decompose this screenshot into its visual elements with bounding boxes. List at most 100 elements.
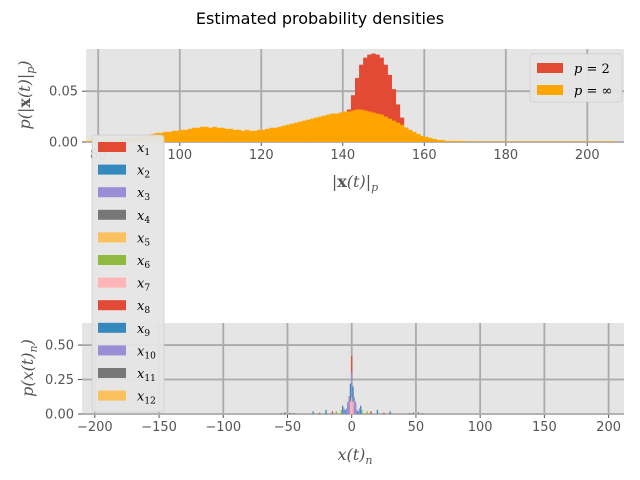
histogram-bar: [353, 397, 355, 414]
histogram-bar: [359, 109, 364, 142]
histogram-bar: [236, 129, 242, 142]
top-legend: p = 2 p = ∞: [529, 53, 623, 103]
legend-swatch: [98, 209, 126, 220]
histogram-bar: [306, 413, 308, 414]
histogram-bar: [436, 139, 441, 142]
x-tick-label: −200: [77, 420, 113, 435]
histogram-bar: [485, 141, 490, 142]
bottom-grid: [78, 323, 624, 418]
x-tick-label: 50: [408, 420, 425, 435]
histogram-bar: [428, 413, 430, 414]
histogram-bar: [175, 130, 181, 142]
histogram-bar: [249, 130, 254, 142]
variables-legend: x1 x2 x3 x4 x5 x6 x7 x8 x9 x10 x11 x12: [91, 134, 165, 413]
histogram-bar: [444, 140, 450, 142]
histogram-bar: [412, 412, 415, 414]
legend-label-pinf: p = ∞: [574, 84, 612, 99]
x-tick-label: 120: [249, 148, 274, 163]
legend-swatch: [98, 187, 126, 198]
histogram-bar: [579, 141, 584, 142]
histogram-bar: [376, 409, 379, 414]
histogram-bar: [357, 411, 359, 414]
histogram-bar: [326, 114, 331, 142]
legend-swatch: [98, 345, 126, 356]
histogram-bar: [289, 123, 295, 142]
histogram-bar: [530, 141, 535, 142]
legend-label: x10: [137, 344, 156, 361]
y-tick-label: 0.50: [45, 339, 74, 354]
histogram-bar: [456, 140, 462, 142]
bottom-x-tick-labels: −200 −150 −100 −50 0 50 100 150 200: [77, 420, 621, 435]
legend-label: x8: [137, 299, 150, 316]
bottom-x-axis-label: x(t)n: [337, 445, 372, 467]
x-tick-label: 200: [596, 420, 621, 435]
histogram-bar: [375, 113, 380, 142]
bottom-density-plot: −200 −150 −100 −50 0 50 100 150 200 0.00 0.25 0.50…: [18, 323, 624, 467]
histogram-bar: [196, 127, 201, 142]
histogram-bar: [352, 401, 354, 414]
histogram-bar: [477, 141, 482, 142]
histogram-bar: [354, 401, 357, 414]
histogram-bar: [322, 115, 327, 142]
histogram-bar: [163, 131, 168, 142]
histogram-bar: [501, 141, 507, 142]
histogram-bar: [306, 119, 311, 142]
histogram-bar: [342, 405, 344, 414]
legend-label-p2: p = 2: [574, 62, 610, 77]
histogram-bar: [440, 139, 445, 142]
legend-swatch-pinf: [537, 85, 563, 95]
legend-label: x6: [137, 254, 150, 271]
histogram-bar: [428, 137, 433, 142]
histogram-bar: [350, 110, 356, 142]
histogram-bar: [379, 57, 384, 142]
histogram-bar: [340, 409, 343, 414]
histogram-bar: [355, 109, 360, 142]
histogram-bar: [345, 408, 348, 414]
histogram-bar: [179, 129, 185, 142]
histogram-bar: [277, 126, 282, 142]
histogram-bar: [310, 118, 315, 142]
histogram-bar: [347, 401, 349, 414]
histogram-bar: [359, 64, 364, 142]
histogram-bar: [363, 110, 368, 142]
histogram-bar: [542, 141, 547, 142]
legend-swatch: [98, 255, 126, 265]
histogram-bar: [257, 129, 262, 142]
histogram-bar: [513, 141, 519, 142]
histogram-bar: [228, 128, 234, 142]
histogram-bar: [403, 127, 409, 142]
histogram-bar: [391, 89, 397, 142]
legend-label: x1: [137, 141, 150, 158]
histogram-bar: [344, 409, 346, 414]
x-tick-label: 180: [493, 148, 518, 163]
histogram-bar: [526, 141, 531, 142]
legend-label: x7: [137, 277, 150, 294]
histogram-bar: [269, 127, 274, 142]
histogram-bar: [314, 117, 319, 142]
legend-label: x3: [137, 186, 150, 203]
histogram-bar: [493, 141, 498, 142]
histogram-bar: [395, 122, 401, 142]
x-tick-label: 100: [167, 148, 192, 163]
top-x-axis-label: |x(t)|p: [332, 172, 378, 194]
histogram-bar: [297, 121, 303, 142]
histogram-bar: [367, 111, 372, 142]
histogram-bar: [417, 412, 420, 414]
histogram-bar: [370, 411, 372, 414]
legend-label: x5: [137, 231, 150, 248]
histogram-bar: [387, 118, 392, 142]
histogram-bar: [273, 127, 278, 142]
histogram-bar: [420, 135, 425, 142]
histogram-bar: [342, 111, 348, 142]
histogram-bar: [383, 116, 388, 142]
histogram-bar: [371, 53, 376, 142]
histogram-bar: [599, 141, 604, 142]
histogram-bar: [361, 409, 363, 414]
histogram-bar: [566, 141, 572, 142]
histogram-bar: [396, 413, 398, 414]
histogram-bar: [274, 413, 276, 414]
histogram-bar: [285, 124, 291, 142]
legend-swatch-p2: [537, 63, 563, 73]
histogram-bar: [465, 141, 470, 142]
